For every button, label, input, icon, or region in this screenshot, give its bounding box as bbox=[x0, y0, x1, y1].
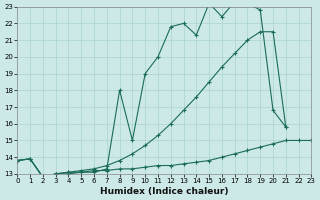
X-axis label: Humidex (Indice chaleur): Humidex (Indice chaleur) bbox=[100, 187, 228, 196]
